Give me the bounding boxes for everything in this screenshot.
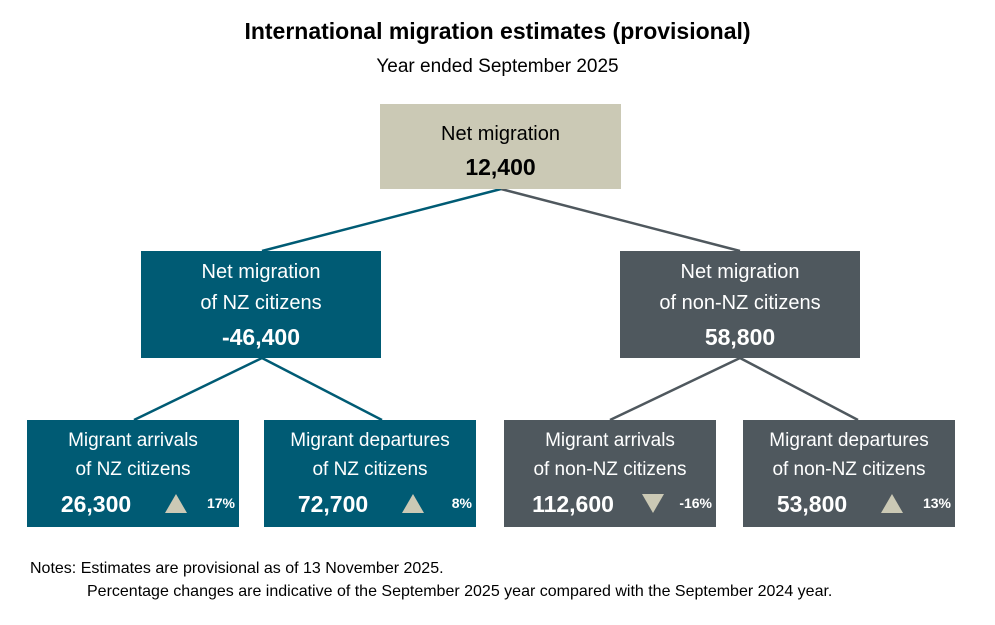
non-nz-arrivals-stats: 112,600 -16%: [504, 487, 716, 521]
net-migration-nz-box: Net migration of NZ citizens -46,400: [141, 251, 381, 358]
connector-top-to-nz: [261, 187, 502, 253]
nz-departures-label-line1: Migrant departures: [290, 430, 450, 451]
non-nz-arrivals-label: Migrant arrivals of non-NZ citizens: [504, 426, 716, 484]
net-migration-label: Net migration: [441, 123, 560, 145]
increase-arrow-icon: [881, 494, 903, 513]
nz-arrivals-value: 26,300: [60, 491, 132, 517]
non-nz-departures-label-line1: Migrant departures: [769, 430, 929, 451]
net-migration-nz-label-line1: Net migration: [201, 261, 321, 283]
non-nz-departures-change: 13%: [922, 495, 951, 511]
net-migration-nz-label: Net migration of NZ citizens: [141, 257, 381, 319]
net-migration-non-nz-label-line2: of non-NZ citizens: [659, 292, 821, 314]
net-migration-nz-label-line2: of NZ citizens: [200, 292, 322, 314]
net-migration-nz-value: -46,400: [221, 324, 300, 350]
net-migration-non-nz-label: Net migration of non-NZ citizens: [620, 257, 860, 319]
non-nz-departures-stats: 53,800 13%: [743, 487, 955, 521]
nz-arrivals-change: 17%: [206, 495, 235, 511]
net-migration-non-nz-label-line1: Net migration: [680, 261, 800, 283]
non-nz-departures-label: Migrant departures of non-NZ citizens: [743, 426, 955, 484]
non-nz-departures-label-line2: of non-NZ citizens: [772, 459, 926, 480]
connector-nz-to-arrivals: [133, 356, 263, 422]
connector-non-nz-to-arrivals: [609, 356, 741, 422]
nz-departures-label-line2: of NZ citizens: [312, 459, 428, 480]
net-migration-non-nz-value: 58,800: [704, 324, 776, 350]
nz-departures-value: 72,700: [297, 491, 369, 517]
non-nz-arrivals-label-line2: of non-NZ citizens: [533, 459, 687, 480]
nz-arrivals-box: Migrant arrivals of NZ citizens 26,300 1…: [27, 420, 239, 527]
nz-departures-stats: 72,700 8%: [264, 487, 476, 521]
non-nz-arrivals-label-line1: Migrant arrivals: [545, 430, 675, 451]
nz-arrivals-label: Migrant arrivals of NZ citizens: [27, 426, 239, 484]
decrease-arrow-icon: [642, 494, 664, 513]
nz-departures-change: 8%: [451, 495, 472, 511]
nz-arrivals-label-line2: of NZ citizens: [75, 459, 191, 480]
non-nz-departures-value: 53,800: [776, 491, 848, 517]
non-nz-arrivals-value: 112,600: [532, 491, 614, 517]
nz-arrivals-label-line1: Migrant arrivals: [68, 430, 198, 451]
non-nz-departures-box: Migrant departures of non-NZ citizens 53…: [743, 420, 955, 527]
chart-subtitle: Year ended September 2025: [376, 56, 619, 77]
connector-nz-to-departures: [261, 356, 383, 422]
notes: Notes: Estimates are provisional as of 1…: [30, 557, 832, 603]
net-migration-box: Net migration 12,400: [380, 104, 621, 189]
net-migration-value: 12,400: [465, 154, 536, 180]
notes-line2: Percentage changes are indicative of the…: [87, 583, 833, 600]
nz-departures-box: Migrant departures of NZ citizens 72,700…: [264, 420, 476, 527]
nz-departures-label: Migrant departures of NZ citizens: [264, 426, 476, 484]
connector-top-to-non-nz: [500, 187, 741, 253]
non-nz-arrivals-box: Migrant arrivals of non-NZ citizens 112,…: [504, 420, 716, 527]
increase-arrow-icon: [165, 494, 187, 513]
net-migration-non-nz-box: Net migration of non-NZ citizens 58,800: [620, 251, 860, 358]
connector-non-nz-to-departures: [739, 356, 859, 422]
notes-line1: Notes: Estimates are provisional as of 1…: [30, 560, 444, 577]
chart-title: International migration estimates (provi…: [244, 18, 751, 44]
nz-arrivals-stats: 26,300 17%: [27, 487, 239, 521]
non-nz-arrivals-change: -16%: [679, 495, 712, 511]
increase-arrow-icon: [402, 494, 424, 513]
